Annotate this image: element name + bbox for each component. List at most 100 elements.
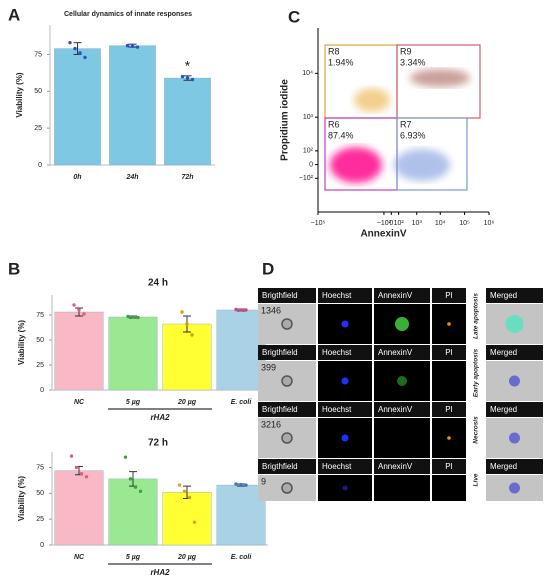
data-point	[180, 310, 184, 314]
x-tick-label: 10⁴	[435, 220, 446, 227]
merged-cell	[509, 375, 520, 387]
y-tick-label: 10⁴	[302, 70, 313, 77]
row-label: Live	[473, 473, 480, 486]
group-label: rHA2	[150, 568, 170, 577]
column-header: Hoechst	[322, 462, 352, 471]
event-count: 3216	[261, 419, 281, 429]
bar	[164, 77, 211, 166]
y-tick-label: 10²	[303, 148, 314, 155]
event-count: 1346	[261, 305, 281, 315]
x-tick-label: 24h	[125, 174, 138, 181]
column-header-bg	[318, 402, 372, 417]
y-tick-label: 0	[38, 162, 42, 169]
y-tick-label: 75	[36, 464, 44, 471]
column-header: Merged	[490, 348, 517, 357]
bar	[54, 311, 104, 391]
column-header-bg	[258, 288, 316, 303]
x-tick-label: 0h	[73, 174, 81, 181]
y-tick-label: 25	[36, 516, 44, 523]
data-point	[138, 489, 143, 493]
x-tick-label: −10²	[377, 220, 392, 227]
data-point	[78, 51, 82, 55]
x-tick-label: 20 µg	[177, 399, 197, 406]
data-point	[83, 55, 87, 60]
data-point	[190, 333, 194, 337]
x-tick-label: 10⁵	[459, 220, 470, 227]
data-point	[125, 43, 130, 48]
column-header: AnnexinV	[378, 348, 413, 357]
x-tick-label: 20 µg	[177, 554, 197, 561]
y-tick-label: 0	[309, 161, 313, 168]
bar	[162, 323, 212, 391]
row-label-bg	[466, 402, 486, 458]
bar	[216, 484, 266, 546]
column-header: PI	[445, 291, 453, 300]
y-axis-label: Propidium iodide	[280, 79, 291, 161]
x-tick-label: NC	[74, 399, 85, 406]
column-header: Merged	[490, 462, 517, 471]
chart-title: Cellular dynamics of innate responses	[64, 11, 192, 18]
column-header: PI	[445, 348, 453, 357]
column-header: PI	[445, 462, 453, 471]
column-header-bg	[486, 288, 543, 303]
x-tick-label: −10⁵	[311, 220, 326, 227]
column-header-bg	[318, 459, 372, 474]
gate-percent: 87.4%	[328, 130, 354, 140]
x-axis-label: AnnexinV	[360, 229, 406, 240]
x-tick-label: 10²	[394, 220, 405, 227]
cell	[281, 318, 293, 330]
column-header-bg	[432, 459, 466, 474]
column-header-bg	[486, 459, 543, 474]
data-point	[135, 45, 140, 49]
y-tick-label: 50	[34, 88, 42, 95]
data-point	[126, 314, 130, 319]
column-header-bg	[374, 459, 430, 474]
gate-name: R9	[400, 46, 412, 56]
cell-image	[432, 475, 466, 501]
row-label: Early apoptosis	[473, 348, 480, 397]
population-cloud	[394, 149, 450, 181]
column-header-bg	[258, 402, 316, 417]
column-header-bg	[258, 345, 316, 360]
bar	[108, 478, 158, 546]
column-header-bg	[486, 345, 543, 360]
row-label-bg	[466, 345, 486, 401]
bar	[109, 45, 156, 166]
data-point	[74, 465, 79, 470]
population-cloud	[330, 147, 382, 183]
nucleus	[341, 377, 349, 385]
gate-percent: 6.93%	[400, 130, 426, 140]
bar	[54, 48, 101, 166]
column-header-bg	[374, 288, 430, 303]
data-point	[239, 482, 243, 487]
x-tick-label: E. coli	[231, 554, 253, 561]
column-header-bg	[432, 402, 466, 417]
cell	[281, 432, 293, 444]
data-point	[123, 455, 128, 459]
data-point	[84, 475, 89, 479]
column-header: Brigthfield	[262, 291, 298, 300]
data-point	[133, 485, 138, 489]
x-tick-label: NC	[74, 554, 85, 561]
data-point	[130, 44, 135, 49]
gate-name: R7	[400, 119, 412, 129]
column-header-bg	[486, 402, 543, 417]
gate	[396, 117, 468, 191]
gate-percent: 3.34%	[400, 57, 426, 67]
data-point	[244, 308, 248, 312]
column-header: Brigthfield	[262, 348, 298, 357]
y-tick-label: 75	[36, 312, 44, 319]
cell-image	[374, 418, 430, 458]
data-point	[190, 77, 195, 82]
y-axis-label: Viability (%)	[17, 320, 26, 366]
merged-cell	[505, 315, 524, 333]
column-header: PI	[445, 405, 453, 414]
pi-stain	[447, 322, 451, 326]
data-point	[128, 477, 133, 481]
column-header-bg	[318, 345, 372, 360]
bar	[54, 470, 104, 546]
row-label-bg	[466, 288, 486, 344]
gate-percent: 1.94%	[328, 57, 354, 67]
chart-title: 24 h	[148, 278, 168, 289]
